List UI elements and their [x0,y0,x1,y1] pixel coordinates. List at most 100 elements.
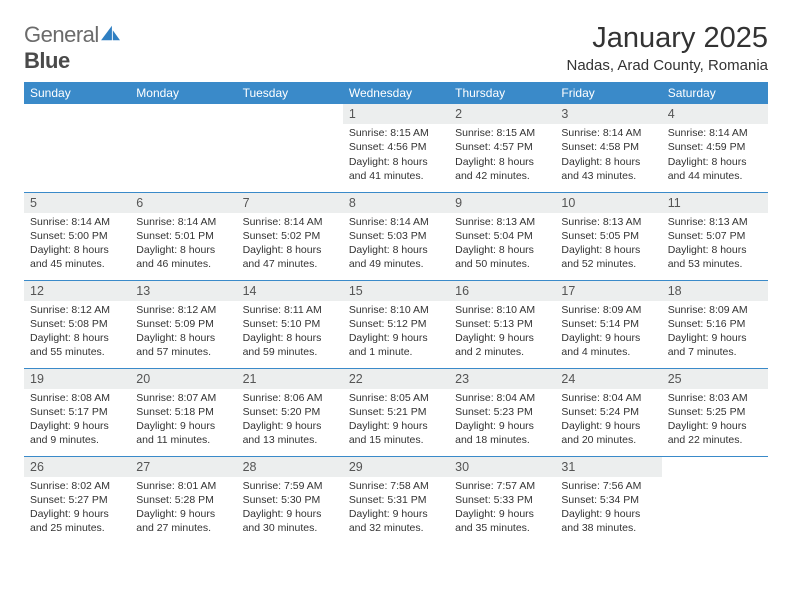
calendar-week-row: 26Sunrise: 8:02 AMSunset: 5:27 PMDayligh… [24,456,768,544]
calendar-day-cell: 30Sunrise: 7:57 AMSunset: 5:33 PMDayligh… [449,456,555,544]
day-details: Sunrise: 7:58 AMSunset: 5:31 PMDaylight:… [343,477,449,540]
day-number: 2 [449,104,555,124]
calendar-day-cell: .. [130,104,236,192]
day-number: 21 [237,369,343,389]
day-number: 10 [555,193,661,213]
day-details: Sunrise: 8:14 AMSunset: 5:00 PMDaylight:… [24,213,130,276]
calendar-day-cell: 5Sunrise: 8:14 AMSunset: 5:00 PMDaylight… [24,192,130,280]
calendar-day-cell: 15Sunrise: 8:10 AMSunset: 5:12 PMDayligh… [343,280,449,368]
location-subtitle: Nadas, Arad County, Romania [567,57,769,74]
day-details: Sunrise: 8:14 AMSunset: 5:01 PMDaylight:… [130,213,236,276]
calendar-week-row: ......1Sunrise: 8:15 AMSunset: 4:56 PMDa… [24,104,768,192]
brand-logo: General Blue [24,22,122,74]
day-number: 19 [24,369,130,389]
day-number: 16 [449,281,555,301]
day-details: Sunrise: 8:03 AMSunset: 5:25 PMDaylight:… [662,389,768,452]
day-details: Sunrise: 8:07 AMSunset: 5:18 PMDaylight:… [130,389,236,452]
calendar-day-cell: 28Sunrise: 7:59 AMSunset: 5:30 PMDayligh… [237,456,343,544]
brand-text-1: General [24,22,99,47]
day-details: Sunrise: 8:04 AMSunset: 5:24 PMDaylight:… [555,389,661,452]
day-details: Sunrise: 8:04 AMSunset: 5:23 PMDaylight:… [449,389,555,452]
calendar-day-cell: 9Sunrise: 8:13 AMSunset: 5:04 PMDaylight… [449,192,555,280]
day-details: Sunrise: 8:15 AMSunset: 4:56 PMDaylight:… [343,124,449,187]
weekday-header: Tuesday [237,82,343,104]
weekday-header: Wednesday [343,82,449,104]
calendar-day-cell: 25Sunrise: 8:03 AMSunset: 5:25 PMDayligh… [662,368,768,456]
calendar-day-cell: 20Sunrise: 8:07 AMSunset: 5:18 PMDayligh… [130,368,236,456]
day-details: Sunrise: 8:09 AMSunset: 5:14 PMDaylight:… [555,301,661,364]
weekday-header: Saturday [662,82,768,104]
calendar-day-cell: 13Sunrise: 8:12 AMSunset: 5:09 PMDayligh… [130,280,236,368]
day-number: 3 [555,104,661,124]
brand-text-2: Blue [24,48,70,73]
sail-icon [100,24,122,42]
weekday-header: Sunday [24,82,130,104]
day-number: 25 [662,369,768,389]
weekday-header: Thursday [449,82,555,104]
day-number: 9 [449,193,555,213]
calendar-day-cell: 21Sunrise: 8:06 AMSunset: 5:20 PMDayligh… [237,368,343,456]
day-details: Sunrise: 8:14 AMSunset: 5:03 PMDaylight:… [343,213,449,276]
calendar-day-cell: 7Sunrise: 8:14 AMSunset: 5:02 PMDaylight… [237,192,343,280]
weekday-header: Monday [130,82,236,104]
calendar-day-cell: 12Sunrise: 8:12 AMSunset: 5:08 PMDayligh… [24,280,130,368]
calendar-day-cell: 22Sunrise: 8:05 AMSunset: 5:21 PMDayligh… [343,368,449,456]
day-number: 24 [555,369,661,389]
calendar-week-row: 12Sunrise: 8:12 AMSunset: 5:08 PMDayligh… [24,280,768,368]
day-number: 12 [24,281,130,301]
day-number: 8 [343,193,449,213]
day-number: 28 [237,457,343,477]
day-number: 26 [24,457,130,477]
weekday-header: Friday [555,82,661,104]
calendar-day-cell: .. [662,456,768,544]
header-row: General Blue January 2025 Nadas, Arad Co… [24,22,768,74]
day-details: Sunrise: 8:10 AMSunset: 5:13 PMDaylight:… [449,301,555,364]
day-details: Sunrise: 8:12 AMSunset: 5:08 PMDaylight:… [24,301,130,364]
day-number: 6 [130,193,236,213]
day-details: Sunrise: 7:57 AMSunset: 5:33 PMDaylight:… [449,477,555,540]
day-details: Sunrise: 8:13 AMSunset: 5:05 PMDaylight:… [555,213,661,276]
calendar-day-cell: 6Sunrise: 8:14 AMSunset: 5:01 PMDaylight… [130,192,236,280]
day-number: 1 [343,104,449,124]
calendar-day-cell: 16Sunrise: 8:10 AMSunset: 5:13 PMDayligh… [449,280,555,368]
day-details: Sunrise: 8:11 AMSunset: 5:10 PMDaylight:… [237,301,343,364]
day-details: Sunrise: 8:08 AMSunset: 5:17 PMDaylight:… [24,389,130,452]
calendar-day-cell: .. [237,104,343,192]
day-details: Sunrise: 8:01 AMSunset: 5:28 PMDaylight:… [130,477,236,540]
calendar-day-cell: 24Sunrise: 8:04 AMSunset: 5:24 PMDayligh… [555,368,661,456]
day-details: Sunrise: 8:06 AMSunset: 5:20 PMDaylight:… [237,389,343,452]
calendar-week-row: 19Sunrise: 8:08 AMSunset: 5:17 PMDayligh… [24,368,768,456]
calendar-page: General Blue January 2025 Nadas, Arad Co… [0,0,792,544]
day-number: 18 [662,281,768,301]
day-details: Sunrise: 8:02 AMSunset: 5:27 PMDaylight:… [24,477,130,540]
calendar-day-cell: 14Sunrise: 8:11 AMSunset: 5:10 PMDayligh… [237,280,343,368]
day-number: 5 [24,193,130,213]
day-details: Sunrise: 8:12 AMSunset: 5:09 PMDaylight:… [130,301,236,364]
calendar-day-cell: 11Sunrise: 8:13 AMSunset: 5:07 PMDayligh… [662,192,768,280]
day-details: Sunrise: 8:13 AMSunset: 5:07 PMDaylight:… [662,213,768,276]
day-number: 7 [237,193,343,213]
calendar-day-cell: 31Sunrise: 7:56 AMSunset: 5:34 PMDayligh… [555,456,661,544]
calendar-day-cell: 8Sunrise: 8:14 AMSunset: 5:03 PMDaylight… [343,192,449,280]
calendar-body: ......1Sunrise: 8:15 AMSunset: 4:56 PMDa… [24,104,768,544]
day-details: Sunrise: 7:59 AMSunset: 5:30 PMDaylight:… [237,477,343,540]
title-block: January 2025 Nadas, Arad County, Romania [567,22,769,74]
day-number: 29 [343,457,449,477]
day-details: Sunrise: 8:14 AMSunset: 4:58 PMDaylight:… [555,124,661,187]
calendar-day-cell: 29Sunrise: 7:58 AMSunset: 5:31 PMDayligh… [343,456,449,544]
day-number: 4 [662,104,768,124]
day-number: 13 [130,281,236,301]
day-details: Sunrise: 8:14 AMSunset: 4:59 PMDaylight:… [662,124,768,187]
calendar-week-row: 5Sunrise: 8:14 AMSunset: 5:00 PMDaylight… [24,192,768,280]
calendar-day-cell: 3Sunrise: 8:14 AMSunset: 4:58 PMDaylight… [555,104,661,192]
day-details: Sunrise: 8:15 AMSunset: 4:57 PMDaylight:… [449,124,555,187]
day-number: 27 [130,457,236,477]
calendar-day-cell: 4Sunrise: 8:14 AMSunset: 4:59 PMDaylight… [662,104,768,192]
day-number: 20 [130,369,236,389]
brand-logo-text: General Blue [24,22,122,74]
calendar-day-cell: 18Sunrise: 8:09 AMSunset: 5:16 PMDayligh… [662,280,768,368]
day-details: Sunrise: 8:14 AMSunset: 5:02 PMDaylight:… [237,213,343,276]
calendar-day-cell: 27Sunrise: 8:01 AMSunset: 5:28 PMDayligh… [130,456,236,544]
day-details: Sunrise: 8:09 AMSunset: 5:16 PMDaylight:… [662,301,768,364]
calendar-day-cell: 19Sunrise: 8:08 AMSunset: 5:17 PMDayligh… [24,368,130,456]
